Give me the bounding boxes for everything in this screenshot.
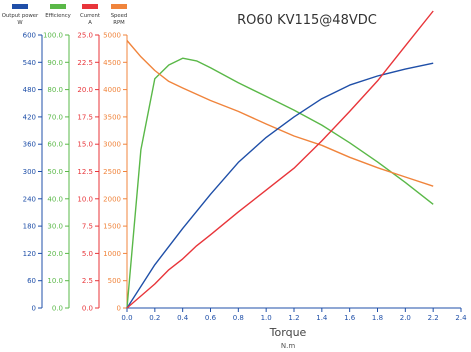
chart-title: RO60 KV115@48VDC (237, 13, 377, 28)
y-tick-label-spd: 0 (117, 305, 121, 313)
legend-unit-spd: RPM (113, 20, 125, 26)
y-axes: 0 60 120 180 240 300 360 420 480 540 600 0.0 10.0 20.… (23, 32, 128, 313)
y-tick-label-spd: 1000 (103, 250, 121, 258)
y-tick-label-eff: 50.0 (47, 168, 63, 176)
x-tick-label: 1.0 (261, 314, 272, 322)
y-tick-label-power: 600 (23, 32, 36, 40)
y-tick-label-cur: 5.0 (82, 250, 93, 258)
y-tick-label-cur: 12.5 (77, 168, 93, 176)
y-tick-label-spd: 2500 (103, 168, 121, 176)
y-tick-label-eff: 40.0 (47, 195, 63, 203)
x-axis-unit: N.m (281, 342, 295, 350)
y-tick-label-power: 240 (23, 195, 36, 203)
y-tick-label-eff: 90.0 (47, 59, 63, 67)
series-line-cur (126, 10, 434, 309)
x-axis-label: Torque (269, 326, 307, 339)
y-tick-label-eff: 10.0 (47, 277, 63, 285)
x-tick-label: 2.2 (428, 314, 439, 322)
series-line-spd (126, 40, 434, 187)
y-tick-label-eff: 20.0 (47, 250, 63, 258)
legend-swatch-eff (50, 4, 66, 9)
y-tick-label-spd: 4500 (103, 59, 121, 67)
y-tick-label-spd: 4000 (103, 86, 121, 94)
y-tick-label-power: 120 (23, 250, 36, 258)
y-tick-label-power: 60 (27, 277, 36, 285)
y-tick-label-spd: 5000 (103, 32, 121, 40)
x-tick-label: 1.2 (288, 314, 299, 322)
legend-label-eff: Efficiency (45, 13, 71, 19)
legend-label-power: Output power (2, 13, 39, 19)
x-tick-label: 1.6 (344, 314, 356, 322)
y-tick-label-cur: 10.0 (77, 195, 93, 203)
x-axis: 0.0 0.2 0.4 0.6 0.8 1.0 1.2 1.4 1.6 1.8 2.0 2.2 2.4 (121, 307, 467, 322)
legend-label-spd: Speed (111, 13, 128, 19)
y-tick-label-power: 180 (23, 223, 36, 231)
legend-swatch-spd (111, 4, 127, 9)
y-tick-label-cur: 25.0 (77, 32, 93, 40)
y-tick-label-eff: 60.0 (47, 141, 63, 149)
y-tick-label-power: 480 (23, 86, 36, 94)
y-tick-label-eff: 30.0 (47, 223, 63, 231)
y-tick-label-spd: 500 (108, 277, 121, 285)
series-line-eff (126, 57, 434, 309)
y-tick-label-cur: 17.5 (77, 113, 93, 121)
y-tick-label-power: 300 (23, 168, 36, 176)
y-tick-label-power: 0 (32, 305, 36, 313)
x-tick-label: 2.0 (400, 314, 411, 322)
x-tick-label: 2.4 (455, 314, 467, 322)
y-tick-label-power: 360 (23, 141, 36, 149)
y-tick-label-power: 420 (23, 113, 36, 121)
x-tick-label: 0.4 (177, 314, 189, 322)
y-tick-label-eff: 100.0 (43, 32, 63, 40)
y-tick-label-spd: 3500 (103, 113, 121, 121)
y-tick-label-spd: 2000 (103, 195, 121, 203)
x-tick-label: 0.6 (205, 314, 217, 322)
y-tick-label-cur: 22.5 (77, 59, 93, 67)
y-tick-label-cur: 15.0 (77, 141, 93, 149)
y-tick-label-spd: 1500 (103, 223, 121, 231)
x-tick-label: 1.4 (316, 314, 328, 322)
x-tick-label: 0.8 (233, 314, 244, 322)
y-tick-label-cur: 20.0 (77, 86, 93, 94)
series-line-power (126, 62, 434, 309)
y-tick-label-cur: 2.5 (82, 277, 93, 285)
legend-unit-cur: A (88, 20, 92, 26)
legend-swatch-power (12, 4, 28, 9)
y-tick-label-eff: 80.0 (47, 86, 63, 94)
x-tick-label: 1.8 (372, 314, 383, 322)
legend-unit-power: W (17, 20, 23, 26)
y-tick-label-cur: 7.5 (82, 223, 93, 231)
y-tick-label-power: 540 (23, 59, 36, 67)
x-tick-label: 0.0 (121, 314, 132, 322)
y-tick-label-cur: 0.0 (82, 305, 93, 313)
x-tick-label: 0.2 (149, 314, 160, 322)
y-tick-label-spd: 3000 (103, 141, 121, 149)
legend-swatch-cur (82, 4, 98, 9)
plot-area (126, 10, 434, 309)
y-tick-label-eff: 70.0 (47, 113, 63, 121)
y-tick-label-eff: 0.0 (52, 305, 63, 313)
legend-label-cur: Current (80, 13, 100, 19)
